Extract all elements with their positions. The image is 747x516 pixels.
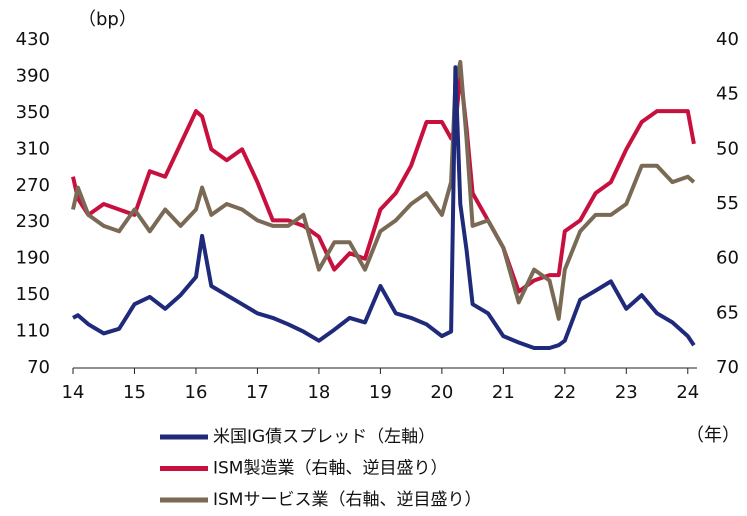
- x-tick-label: 23: [615, 382, 638, 403]
- legend-label: ISMサービス業（右軸、逆目盛り）: [213, 490, 481, 510]
- y-tick-label: 430: [16, 29, 50, 50]
- y2-tick-label: 70: [716, 357, 739, 378]
- y-tick-label: 390: [16, 65, 50, 86]
- y-tick-label: 190: [16, 248, 50, 269]
- y2-tick-label: 45: [716, 84, 739, 105]
- x-tick-label: 24: [676, 382, 699, 403]
- y2-tick-label: 60: [716, 248, 739, 269]
- y2-tick-label: 50: [716, 138, 739, 159]
- x-tick-label: 22: [553, 382, 576, 403]
- series-line: [72, 65, 696, 350]
- y-tick-label: 230: [16, 211, 50, 232]
- y-tick-label: 270: [16, 175, 50, 196]
- x-tick-label: 15: [123, 382, 146, 403]
- x-tick-label: 20: [430, 382, 453, 403]
- series-line: [71, 59, 696, 321]
- y-tick-label: 110: [16, 321, 50, 342]
- y-tick-label: 350: [16, 102, 50, 123]
- y2-tick-label: 65: [716, 302, 739, 323]
- x-axis-label: （年）: [686, 425, 740, 446]
- legend-label: ISM製造業（右軸、逆目盛り）: [213, 459, 447, 479]
- x-tick-label: 19: [369, 382, 392, 403]
- y2-tick-label: 55: [716, 193, 739, 214]
- legend-label: 米国IG債スプレッド（左軸）: [213, 427, 435, 447]
- x-tick-label: 21: [492, 382, 515, 403]
- x-tick-label: 18: [307, 382, 330, 403]
- y-tick-label: 150: [16, 284, 50, 305]
- x-tick-label: 16: [185, 382, 208, 403]
- x-tick-label: 17: [246, 382, 269, 403]
- y-tick-label: 310: [16, 138, 50, 159]
- y2-tick-label: 40: [716, 29, 739, 50]
- x-tick-label: 14: [62, 382, 85, 403]
- series-line: [71, 70, 696, 294]
- y-axis-label: （bp）: [78, 9, 137, 30]
- y-tick-label: 70: [27, 357, 50, 378]
